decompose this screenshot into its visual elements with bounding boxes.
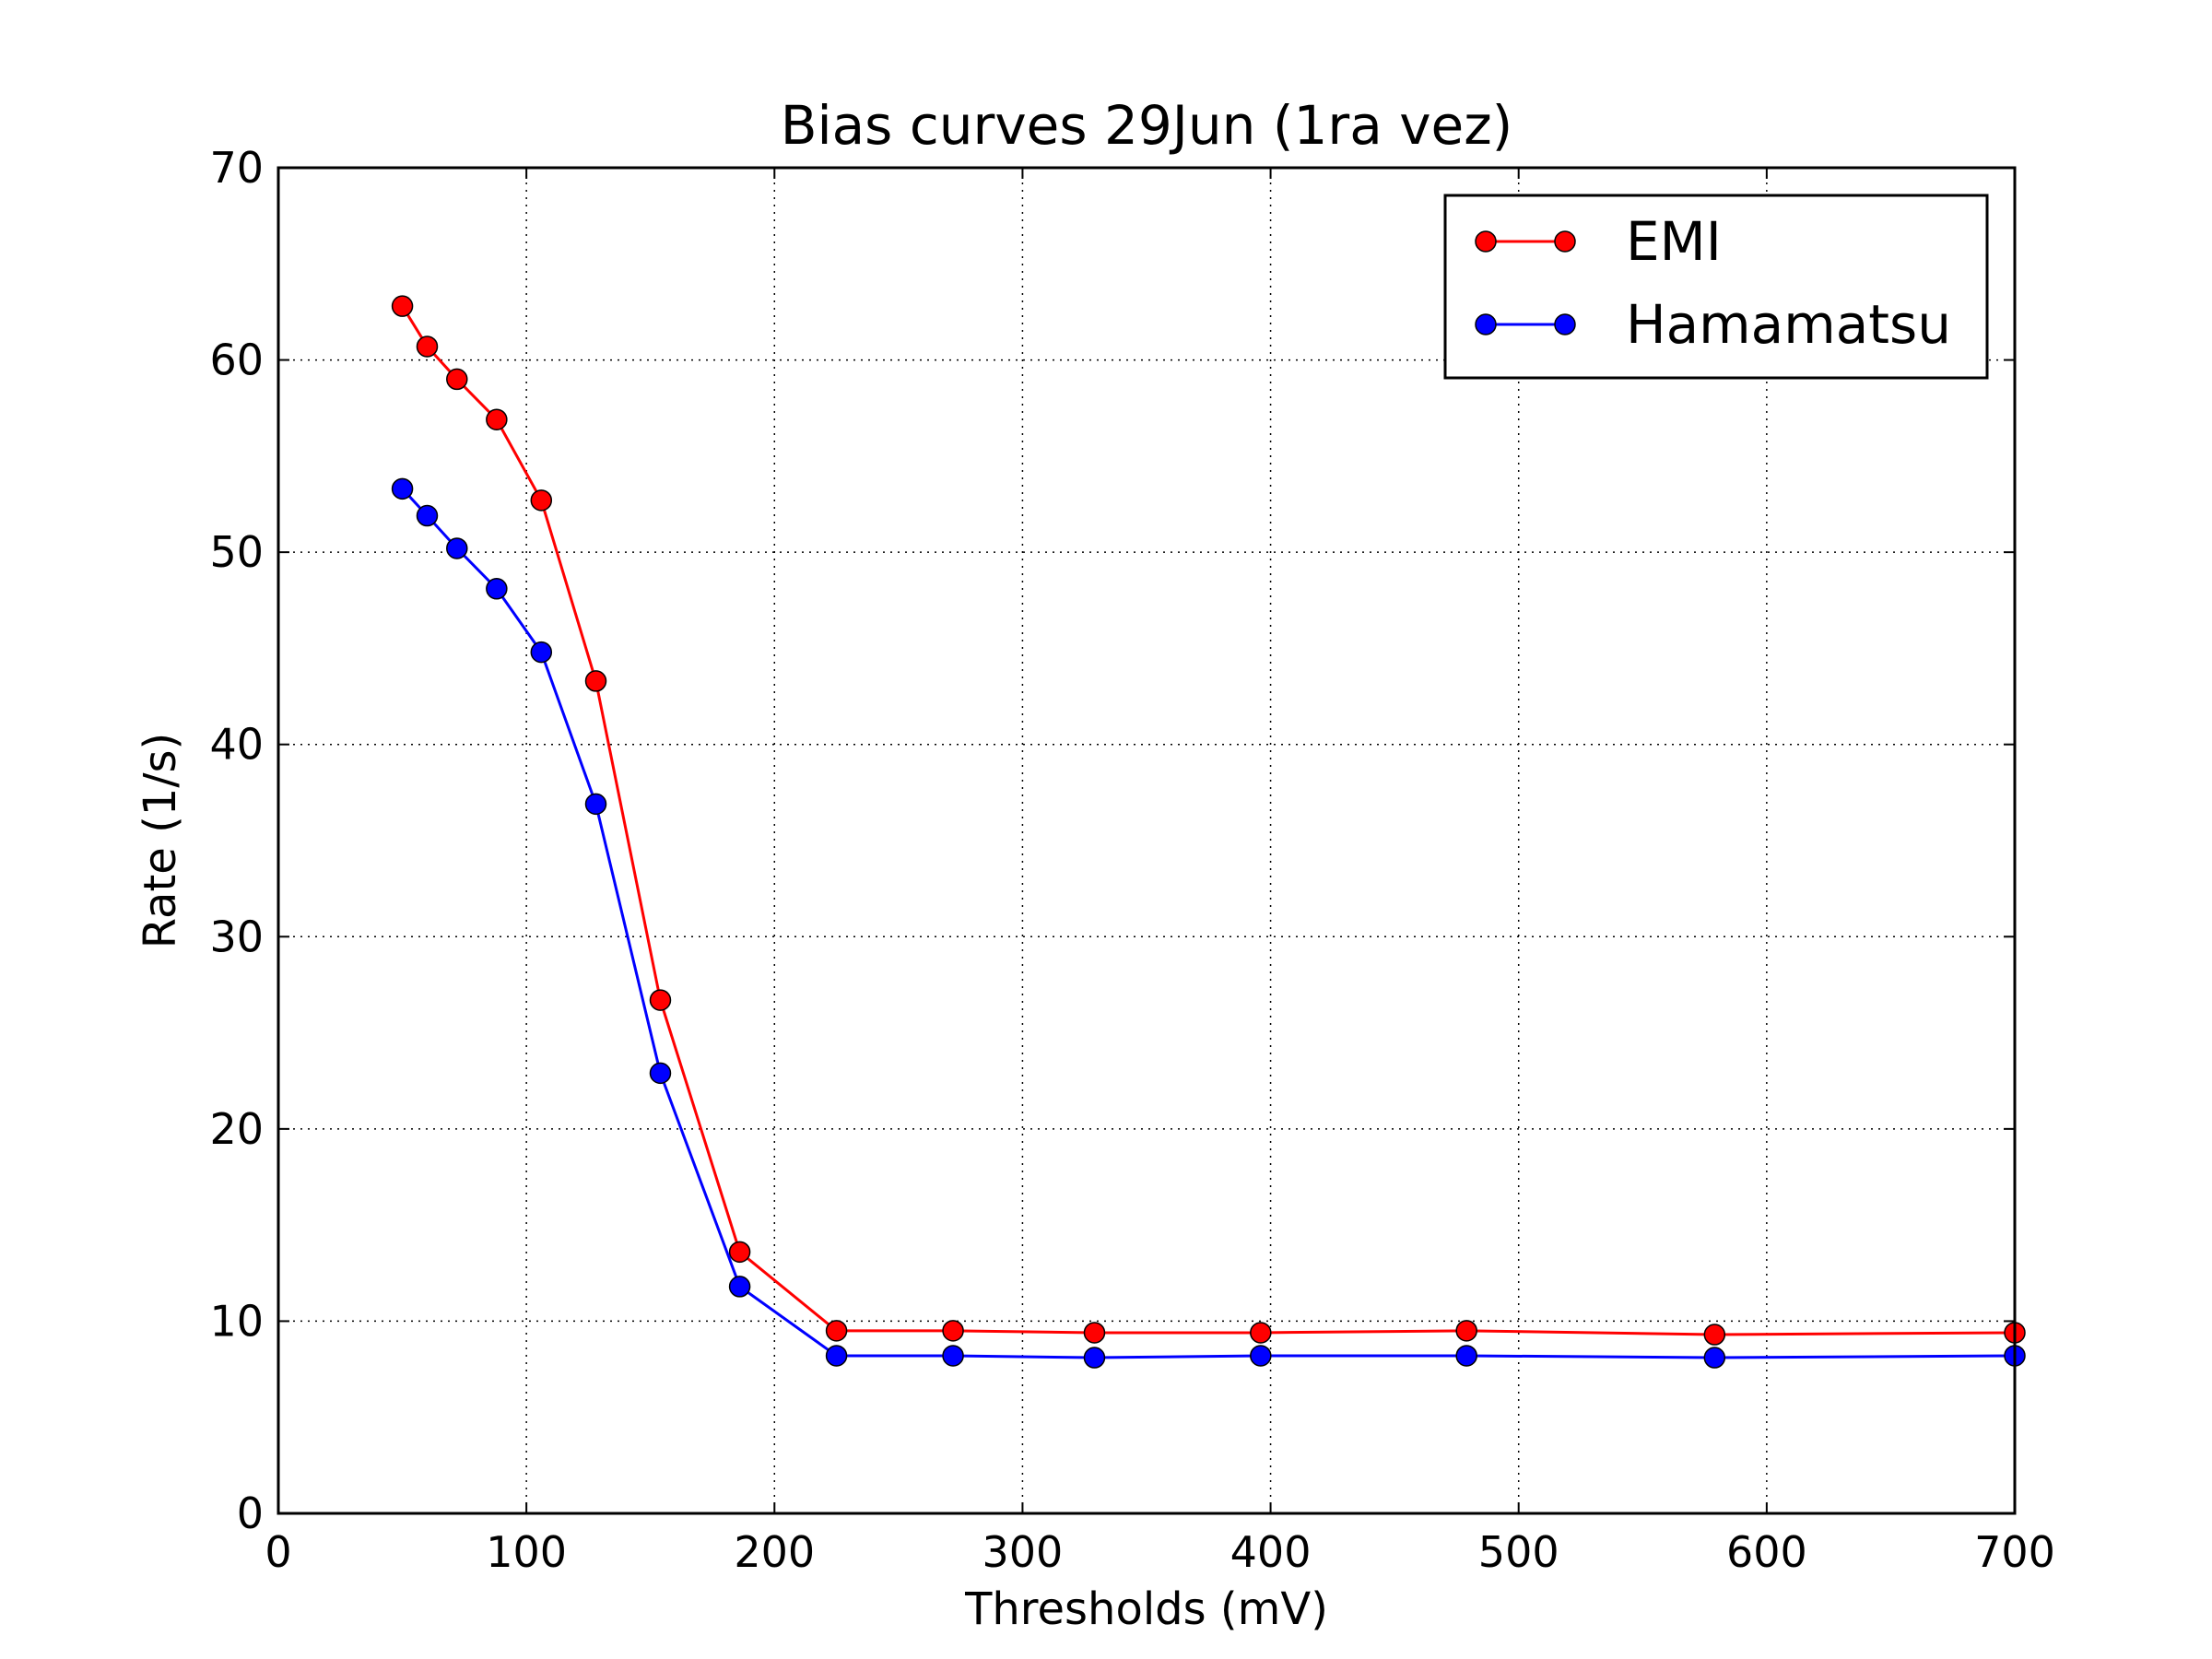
plot-area-frame xyxy=(276,166,2017,1515)
x-axis-title: Thresholds (mV) xyxy=(964,1583,1328,1635)
y-tick-label: 40 xyxy=(209,720,264,770)
data-point-emi xyxy=(391,295,414,317)
y-tick-label: 60 xyxy=(209,335,264,385)
y-tick-label: 30 xyxy=(209,912,264,961)
chart-title: Bias curves 29Jun (1ra vez) xyxy=(781,94,1513,157)
x-tick-label: 200 xyxy=(734,1527,815,1577)
y-tick-label: 20 xyxy=(209,1104,264,1154)
data-point-hamamatsu xyxy=(486,578,508,600)
legend-label-hamamatsu: Hamamatsu xyxy=(1626,293,1951,356)
legend-marker-hamamatsu xyxy=(1554,313,1576,335)
y-tick-label: 70 xyxy=(209,143,264,193)
data-point-hamamatsu xyxy=(584,793,607,816)
data-point-emi xyxy=(530,489,553,512)
x-tick-label: 400 xyxy=(1230,1527,1312,1577)
legend-marker-emi xyxy=(1475,230,1497,253)
data-point-hamamatsu xyxy=(416,504,439,527)
axis-ticks: 0 100 200 300 400 500 600 700 0 10 20 30 40 50 60 70 xyxy=(209,143,2054,1577)
data-point-hamamatsu xyxy=(391,477,414,500)
data-point-emi xyxy=(1455,1320,1477,1342)
data-point-hamamatsu xyxy=(446,537,468,559)
data-point-emi xyxy=(1250,1322,1272,1344)
data-point-emi xyxy=(584,670,607,692)
data-point-hamamatsu xyxy=(942,1345,964,1367)
data-point-emi xyxy=(446,368,468,391)
y-tick-label: 50 xyxy=(209,527,264,577)
data-point-hamamatsu xyxy=(649,1062,672,1085)
plot-series xyxy=(391,295,2026,1369)
x-tick-label: 0 xyxy=(265,1527,291,1577)
x-tick-label: 700 xyxy=(1974,1527,2055,1577)
y-tick-label: 10 xyxy=(209,1296,264,1346)
y-tick-label: 0 xyxy=(237,1488,264,1538)
data-point-emi xyxy=(942,1320,964,1342)
data-point-emi xyxy=(1083,1322,1106,1344)
data-point-hamamatsu xyxy=(1083,1347,1106,1369)
data-point-emi xyxy=(486,408,508,430)
y-axis-title: Rate (1/s) xyxy=(135,733,186,949)
data-point-hamamatsu xyxy=(1250,1345,1272,1367)
data-point-hamamatsu xyxy=(1703,1347,1726,1369)
legend-marker-hamamatsu xyxy=(1475,313,1497,335)
data-point-emi xyxy=(649,989,672,1011)
legend-label-emi: EMI xyxy=(1626,210,1722,273)
series-hamamatsu xyxy=(391,477,2026,1369)
data-point-hamamatsu xyxy=(825,1345,848,1367)
legend: EMI Hamamatsu xyxy=(1443,194,1989,380)
data-point-hamamatsu xyxy=(1455,1345,1477,1367)
series-emi xyxy=(391,295,2026,1346)
legend-frame xyxy=(1443,194,1989,380)
data-point-hamamatsu xyxy=(530,641,553,664)
x-tick-label: 500 xyxy=(1478,1527,1559,1577)
data-point-emi xyxy=(1703,1324,1726,1346)
data-point-emi xyxy=(728,1241,751,1264)
x-tick-label: 300 xyxy=(982,1527,1064,1577)
x-tick-label: 100 xyxy=(486,1527,567,1577)
data-point-hamamatsu xyxy=(728,1276,751,1298)
x-tick-label: 600 xyxy=(1726,1527,1807,1577)
data-point-emi xyxy=(825,1320,848,1342)
data-point-emi xyxy=(416,335,439,358)
legend-marker-emi xyxy=(1554,230,1576,253)
